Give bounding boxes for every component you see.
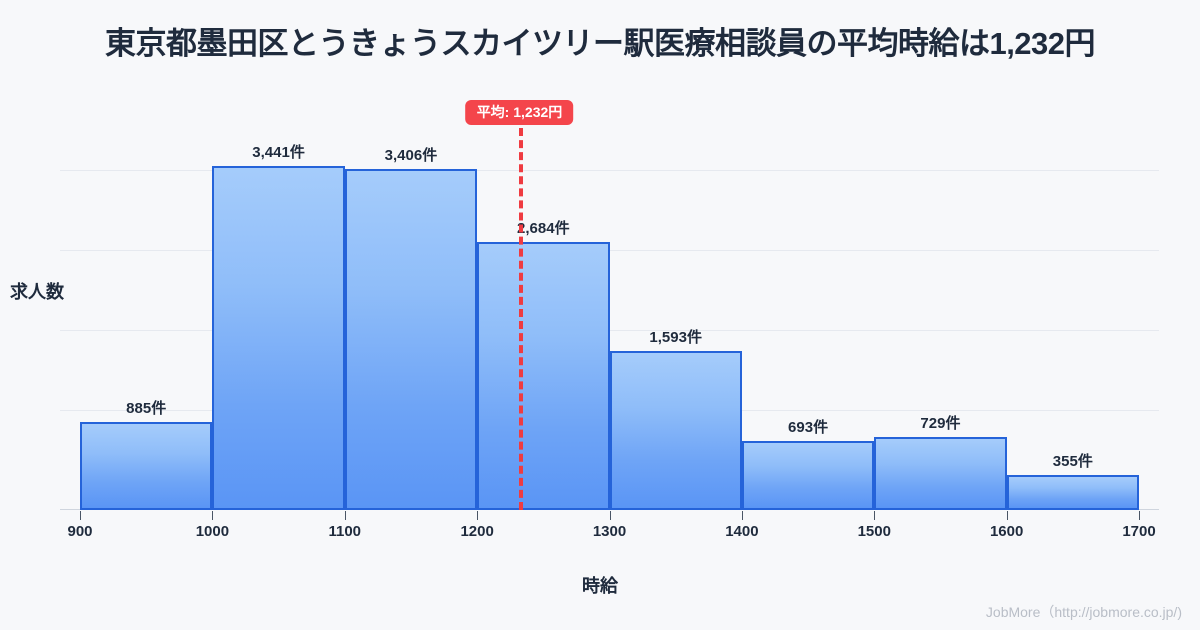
gridline <box>60 170 1159 171</box>
x-axis-tick <box>609 511 611 520</box>
page-title: 東京都墨田区とうきょうスカイツリー駅医療相談員の平均時給は1,232円 <box>104 26 1096 61</box>
bar-value-label: 885件 <box>126 399 167 417</box>
bar-value-label: 355件 <box>1052 452 1093 470</box>
x-axis-tick <box>477 511 479 520</box>
x-axis-tick <box>874 511 876 520</box>
histogram-bar[interactable] <box>1006 474 1139 510</box>
x-axis-tick <box>344 511 346 520</box>
bar-value-label: 729件 <box>920 415 961 433</box>
average-badge: 平均: 1,232円 <box>465 100 574 125</box>
histogram-bar[interactable] <box>212 165 345 510</box>
watermark: JobMore（http://jobmore.co.jp/) <box>985 604 1182 620</box>
x-axis-tick-label: 1400 <box>725 523 759 540</box>
histogram-bar[interactable] <box>609 350 742 510</box>
x-axis-title: 時給 <box>582 576 618 596</box>
bar-value-label: 1,593件 <box>649 328 702 346</box>
histogram-bar[interactable] <box>80 421 213 510</box>
x-axis-tick <box>1139 511 1140 520</box>
x-axis-tick-label: 1300 <box>592 523 627 540</box>
x-axis-tick-label: 1600 <box>989 523 1024 540</box>
x-axis-tick-label: 1700 <box>1122 523 1156 540</box>
bar-value-label: 2,684件 <box>517 219 570 237</box>
x-axis-tick-label: 1000 <box>195 523 230 540</box>
x-axis-tick <box>212 511 214 520</box>
bar-value-label: 3,406件 <box>384 147 438 165</box>
x-axis: 900 1000 1100 1200 1300 1400 1500 1600 1700 <box>67 511 1156 551</box>
histogram-bar[interactable] <box>477 241 610 510</box>
gridline <box>60 330 1159 331</box>
y-axis-title: 求人数 <box>10 282 64 302</box>
histogram-bar[interactable] <box>874 437 1007 510</box>
bar-value-label: 693件 <box>788 418 829 436</box>
plot-area: 885件 3,441件 3,406件 2,684件 1,593件 693件 729件 355件… <box>60 100 1159 510</box>
x-axis-tick-label: 900 <box>67 523 93 540</box>
x-axis-tick-label: 1100 <box>328 523 362 540</box>
x-axis-tick <box>80 511 81 520</box>
average-line <box>519 128 524 510</box>
x-axis-tick-label: 1500 <box>857 523 891 540</box>
histogram-bar[interactable] <box>741 440 875 510</box>
gridline <box>60 250 1159 251</box>
x-axis-tick <box>741 511 743 520</box>
histogram-bar[interactable] <box>344 169 478 510</box>
bar-value-label: 3,441件 <box>252 143 305 161</box>
x-axis-tick <box>1006 511 1008 520</box>
x-axis-tick-label: 1200 <box>460 523 494 540</box>
